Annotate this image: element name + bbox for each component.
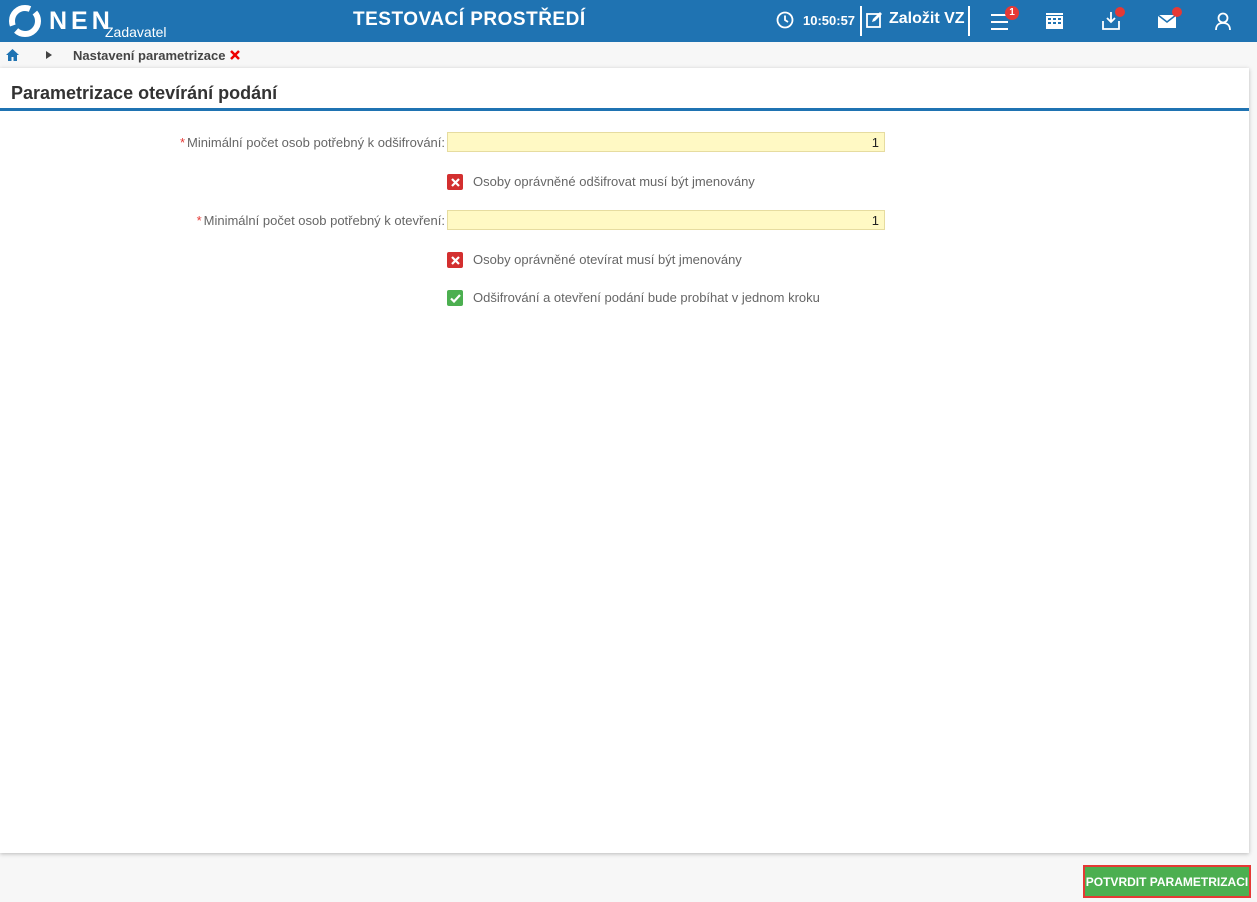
page-title: Parametrizace otevírání podání <box>11 83 278 103</box>
chevron-right-icon <box>46 51 52 59</box>
required-mark: * <box>196 213 202 228</box>
single-step-label: Odšifrování a otevření podání bude probí… <box>473 290 820 305</box>
confirm-parametrization-button[interactable]: POTVRDIT PARAMETRIZACI <box>1083 865 1251 898</box>
mail-notification-dot <box>1172 7 1182 17</box>
mail-icon[interactable] <box>1157 11 1177 31</box>
open-named-label: Osoby oprávněné otevírat musí být jmenov… <box>473 252 742 267</box>
label-text: Minimální počet osob potřebný k otevření… <box>203 213 445 228</box>
user-icon[interactable] <box>1213 11 1233 31</box>
open-count-label: * Minimální počet osob potřebný k otevřen… <box>197 213 445 228</box>
brand-name: NEN <box>49 7 114 35</box>
session-time: 10:50:57 <box>803 13 856 28</box>
required-mark: * <box>179 135 186 150</box>
home-icon[interactable] <box>6 49 19 61</box>
x-icon <box>450 255 460 265</box>
open-named-checkbox[interactable] <box>447 252 463 268</box>
breadcrumb-current[interactable]: Nastavení parametrizace <box>73 48 226 63</box>
title-underline <box>0 108 1249 111</box>
decrypt-count-label: * Minimální počet osob potřebný k odšifro… <box>180 135 445 150</box>
nen-logo-icon[interactable] <box>8 4 42 38</box>
close-tab-icon[interactable] <box>230 50 240 60</box>
edit-icon <box>866 11 882 28</box>
single-step-checkbox[interactable] <box>447 290 463 306</box>
decrypt-named-checkbox[interactable] <box>447 174 463 190</box>
decrypt-named-label: Osoby oprávněné odšifrovat musí být jmen… <box>473 174 755 189</box>
environment-title: TESTOVACÍ PROSTŘEDÍ <box>353 9 586 30</box>
label-text: Minimální počet osob potřebný k odšifrov… <box>187 135 445 150</box>
user-role: Zadavatel <box>105 24 167 40</box>
parametrization-panel: Parametrizace otevírání podání <box>0 68 1249 853</box>
new-vz-button[interactable]: Založit VZ <box>866 10 965 28</box>
inbox-notification-dot <box>1115 7 1125 17</box>
calendar-icon[interactable] <box>1045 11 1065 31</box>
check-icon <box>449 293 461 303</box>
clock-icon <box>776 11 794 29</box>
x-icon <box>450 177 460 187</box>
new-vz-label: Založit VZ <box>889 10 965 27</box>
divider <box>860 6 862 36</box>
decrypt-count-input[interactable] <box>447 132 885 152</box>
divider <box>968 6 970 36</box>
breadcrumb: Nastavení parametrizace <box>0 42 1257 68</box>
inbox-download-icon[interactable] <box>1101 11 1121 31</box>
open-count-input[interactable] <box>447 210 885 230</box>
menu-badge: 1 <box>1005 6 1019 20</box>
top-bar: NEN Zadavatel TESTOVACÍ PROSTŘEDÍ 10:50:… <box>0 0 1257 42</box>
